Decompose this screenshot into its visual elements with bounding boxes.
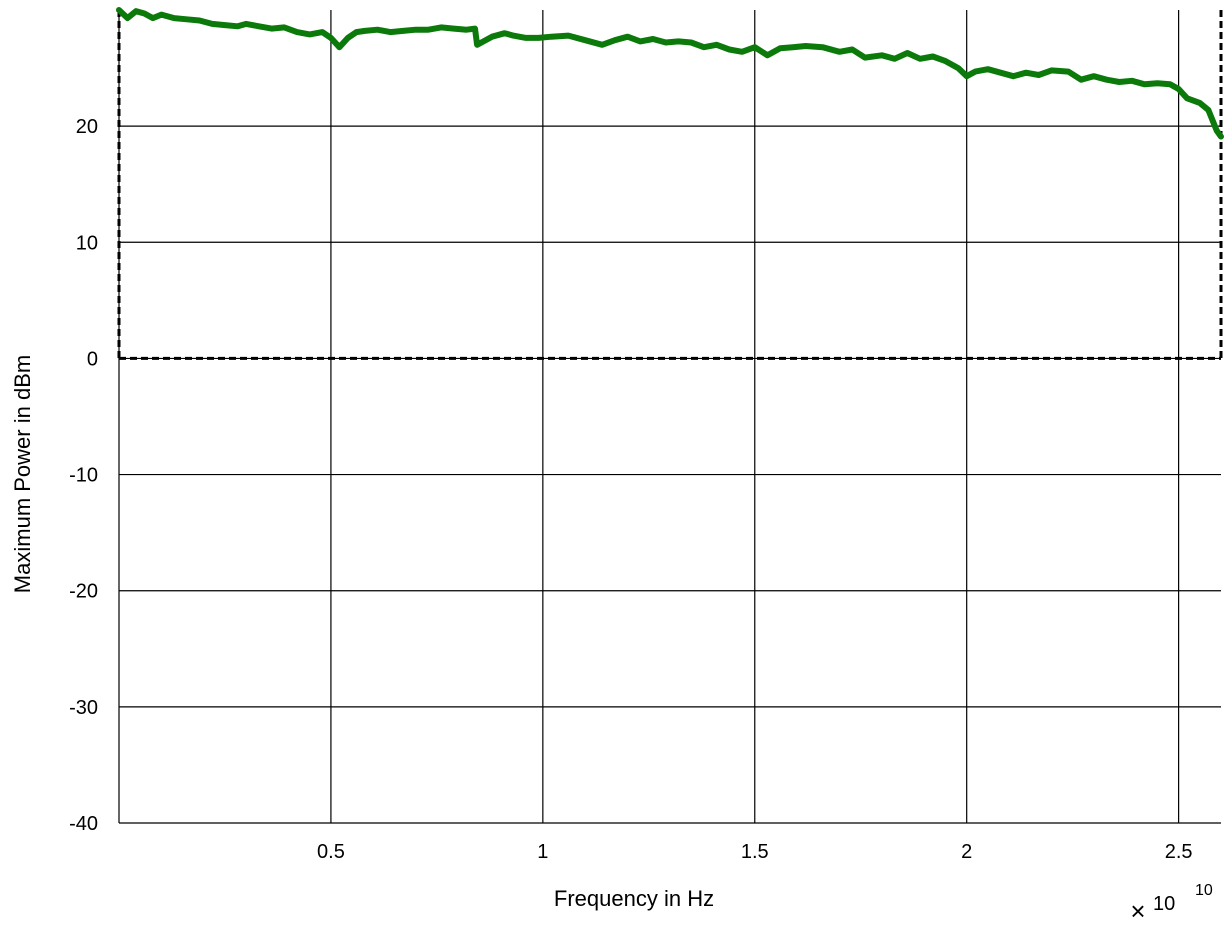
x-exponent-power: 10 <box>1195 882 1213 899</box>
y-axis-label: Maximum Power in dBm <box>10 355 35 593</box>
x-tick-label: 2 <box>961 841 972 863</box>
tick-labels: 0.5 1 1.5 2 2.5 20 10 0 -10 -20 -30 -40 <box>69 116 1192 863</box>
x-tick-label: 1.5 <box>741 841 769 863</box>
y-tick-label: 20 <box>76 116 98 138</box>
grid-lines <box>118 10 1221 824</box>
x-tick-label: 1 <box>537 841 548 863</box>
x-tick-label: 0.5 <box>317 841 345 863</box>
limit-box <box>117 10 1223 360</box>
series-line-1 <box>116 7 1224 140</box>
x-exponent-times-icon: × <box>1130 896 1145 926</box>
y-tick-label: -10 <box>69 465 98 487</box>
x-exponent-label: × 10 10 <box>1130 882 1212 926</box>
y-tick-label: 10 <box>76 232 98 254</box>
x-exponent-base: 10 <box>1153 893 1175 915</box>
y-tick-label: 0 <box>87 348 98 370</box>
x-axis-label: Frequency in Hz <box>554 886 714 911</box>
y-tick-label: -20 <box>69 581 98 603</box>
y-tick-label: -40 <box>69 813 98 835</box>
y-tick-label: -30 <box>69 697 98 719</box>
data-series <box>116 7 1224 140</box>
x-tick-label: 2.5 <box>1165 841 1193 863</box>
